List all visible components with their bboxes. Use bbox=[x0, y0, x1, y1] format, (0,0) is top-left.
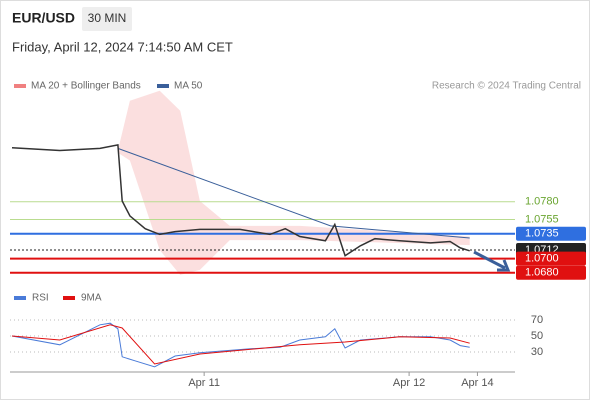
legend-label: MA 20 + Bollinger Bands bbox=[31, 81, 141, 92]
legend-swatch bbox=[63, 296, 75, 300]
y-tick-label: 30 bbox=[531, 346, 543, 358]
price-line bbox=[11, 144, 470, 257]
credit: Research © 2024 Trading Central bbox=[432, 81, 581, 92]
level-label: 1.0700 bbox=[525, 252, 559, 264]
forecast-arrow bbox=[473, 250, 511, 272]
level-label: 1.0780 bbox=[525, 196, 559, 208]
level-label-box bbox=[516, 226, 586, 241]
timestamp: Friday, April 12, 2024 7:14:50 AM CET bbox=[12, 39, 233, 54]
legend-label: MA 50 bbox=[174, 81, 203, 92]
level-label: 1.0735 bbox=[525, 228, 559, 240]
legend-label: 9MA bbox=[81, 293, 102, 304]
ma50-line bbox=[117, 147, 470, 239]
legend-label: RSI bbox=[32, 293, 49, 304]
x-tick-label: Apr 12 bbox=[393, 377, 425, 389]
symbol: EUR/USD bbox=[12, 10, 75, 26]
y-tick-label: 70 bbox=[531, 314, 543, 326]
level-label-box bbox=[516, 251, 586, 266]
x-tick-label: Apr 14 bbox=[461, 377, 493, 389]
interval: 30 MIN bbox=[88, 11, 127, 25]
y-tick-label: 50 bbox=[531, 330, 543, 342]
level-label-box bbox=[516, 265, 586, 280]
x-tick-label: Apr 11 bbox=[188, 377, 220, 389]
level-label: 1.0680 bbox=[525, 267, 559, 279]
rsi-line bbox=[11, 324, 470, 365]
legend-swatch bbox=[14, 84, 26, 88]
legend-swatch bbox=[14, 296, 26, 300]
level-label: 1.0755 bbox=[525, 213, 559, 225]
legend-swatch bbox=[157, 84, 169, 88]
interval-box bbox=[82, 7, 132, 31]
